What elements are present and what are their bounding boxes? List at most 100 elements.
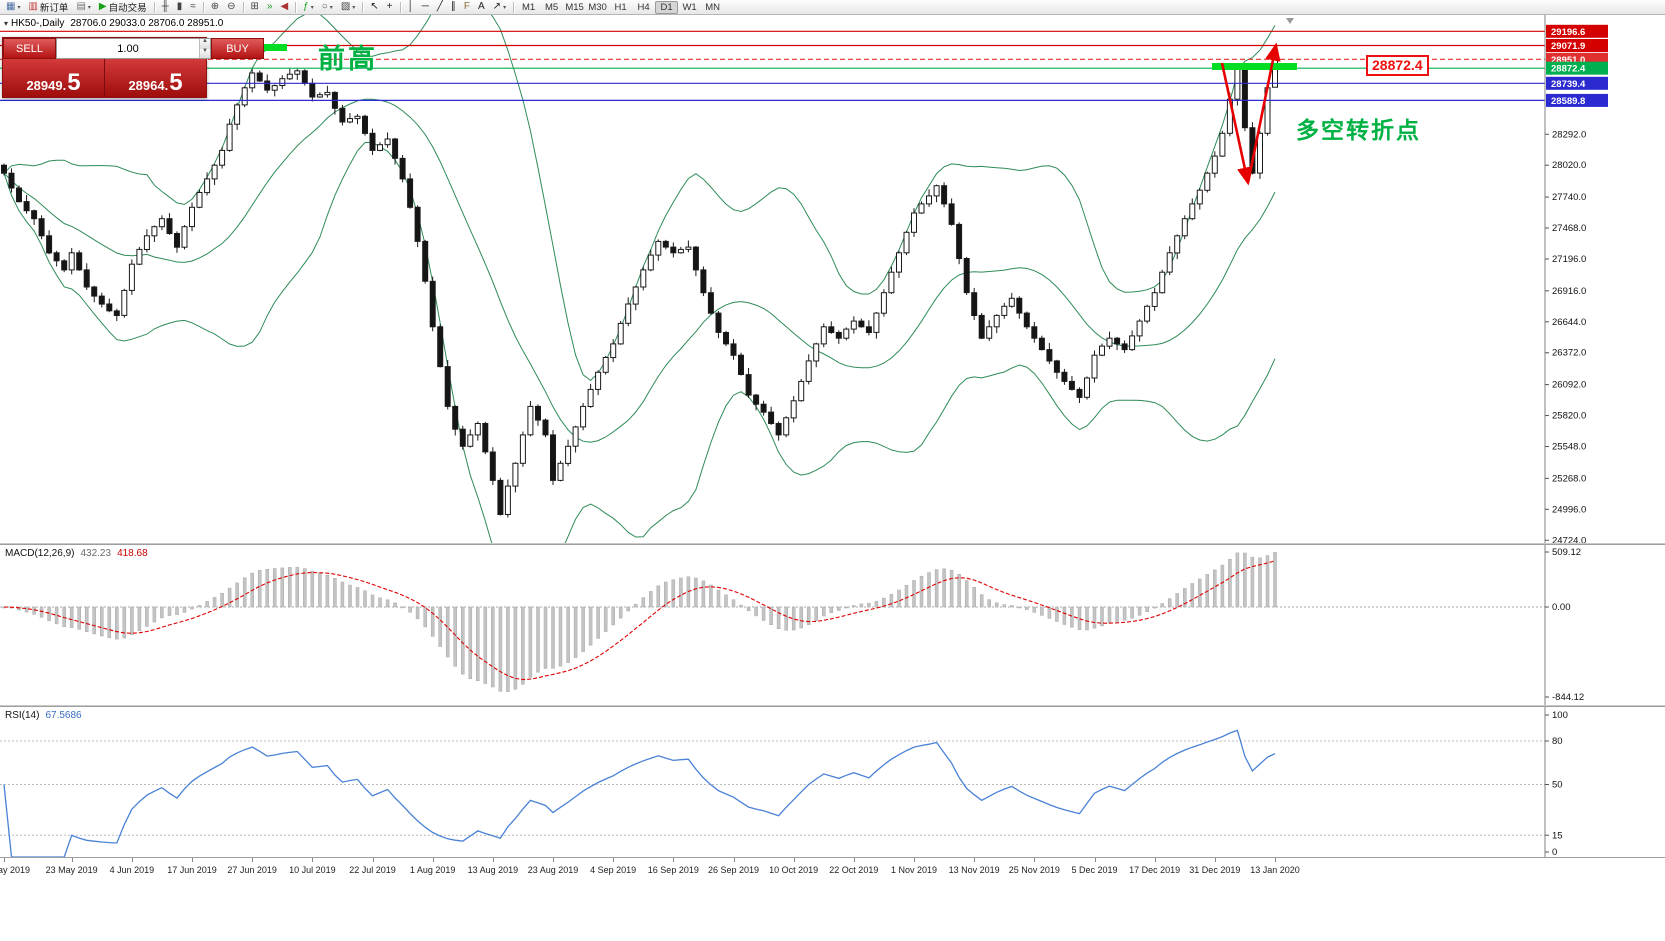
toolbar-separator (153, 1, 155, 13)
indicators-button[interactable]: ƒ ▾ (299, 1, 318, 14)
volume-up-icon[interactable]: ▲ (200, 38, 210, 49)
trendline-button-icon: ╱ (436, 1, 443, 12)
svg-text:26372.0: 26372.0 (1552, 348, 1586, 359)
bid-price[interactable]: 28949. 5 (3, 59, 105, 97)
new-chart-button[interactable]: ▦ ▾ (2, 1, 24, 14)
svg-text:24724.0: 24724.0 (1552, 535, 1586, 543)
timeframe-h1[interactable]: H1 (609, 1, 632, 14)
timeframe-m15[interactable]: M15 (563, 1, 586, 14)
panel-splitter[interactable] (0, 705, 1665, 707)
tile-windows-button[interactable]: ⊞ (247, 1, 263, 14)
toolbar-separator (513, 1, 515, 13)
timeframe-m30-label: M30 (588, 1, 607, 13)
sell-button[interactable]: SELL (3, 38, 56, 59)
macd-main-value: 432.23 (80, 548, 112, 559)
horizontal-line-button-icon: ─ (421, 1, 429, 12)
svg-text:15: 15 (1552, 830, 1563, 841)
svg-text:29196.6: 29196.6 (1551, 27, 1585, 38)
time-axis-label: 4 Sep 2019 (590, 865, 637, 875)
time-axis-tick (673, 858, 675, 862)
new-order-button-label: 新订单 (39, 3, 69, 14)
svg-text:28020.0: 28020.0 (1552, 160, 1586, 171)
trendline-button[interactable]: ╱ (433, 1, 447, 14)
horizontal-line-button[interactable]: ─ (418, 1, 433, 14)
bar-chart-button-icon: ╫ (161, 1, 169, 12)
line-chart-button[interactable]: ≈ (186, 1, 200, 14)
indicators-button-caret-icon: ▾ (310, 4, 314, 11)
chart-title: ▾ HK50-,Daily 28706.0 29033.0 28706.0 2895… (4, 18, 223, 29)
timeframe-d1[interactable]: D1 (655, 0, 679, 14)
chart-ohlc-values: 28706.0 29033.0 28706.0 28951.0 (70, 18, 224, 29)
new-order-button-icon: ▥ (28, 1, 38, 12)
time-axis-tick (4, 858, 5, 862)
cursor-button[interactable]: ↖ (366, 1, 382, 14)
periods-button-caret-icon: ▾ (329, 4, 333, 11)
volume-down-icon[interactable]: ▼ (200, 48, 210, 58)
zoom-out-button[interactable]: ⊖ (223, 1, 239, 14)
time-axis-tick (312, 858, 314, 862)
arrows-button[interactable]: ↗ ▾ (489, 1, 510, 14)
svg-text:28739.4: 28739.4 (1551, 79, 1586, 90)
timeframe-m30[interactable]: M30 (586, 1, 609, 14)
svg-text:28951.0: 28951.0 (1551, 55, 1585, 66)
templates-button-caret-icon: ▾ (352, 4, 356, 11)
time-axis-tick (372, 858, 374, 862)
ask-pip-digit: 5 (169, 69, 183, 96)
periods-button[interactable]: ○ ▾ (318, 1, 337, 14)
time-axis-tick (432, 858, 434, 862)
volume-input[interactable] (57, 39, 199, 58)
one-click-collapse-icon[interactable]: ▾ (4, 19, 9, 28)
timeframe-w1[interactable]: W1 (678, 1, 701, 14)
time-axis-tick (1154, 858, 1156, 862)
svg-text:26092.0: 26092.0 (1552, 380, 1586, 391)
candlestick-chart-button[interactable]: ▮ (173, 1, 187, 14)
buy-button[interactable]: BUY (211, 38, 264, 59)
main-chart-panel: 29196.6 29071.9 28951.0 28872.4 28739.4 28589… (0, 15, 1665, 543)
arrows-button-caret-icon: ▾ (503, 4, 507, 11)
timeframe-m1-label: M1 (521, 1, 536, 13)
crosshair-button-icon: + (386, 1, 393, 12)
vertical-line-button[interactable]: │ (404, 1, 418, 14)
candlestick-chart-button-icon: ▮ (176, 1, 183, 12)
auto-scroll-button[interactable]: » (263, 1, 277, 14)
timeframe-h4[interactable]: H4 (632, 1, 655, 14)
time-axis[interactable]: 10 May 2019 23 May 2019 4 Jun 2019 17 Jun 2… (0, 857, 1665, 941)
auto-trading-button[interactable]: ▶ 自动交易 (95, 1, 151, 15)
macd-histogram (2, 552, 1277, 692)
panel-splitter[interactable] (0, 543, 1665, 545)
timeframe-m5[interactable]: M5 (540, 1, 563, 14)
zoom-in-button[interactable]: ⊕ (207, 1, 223, 14)
new-order-button[interactable]: ▥ 新订单 (24, 1, 72, 15)
chart-shift-button[interactable]: ◀ (276, 1, 292, 14)
bar-chart-button[interactable]: ╫ (158, 1, 173, 14)
templates-button-icon: ▧ (340, 1, 351, 12)
fibonacci-button[interactable]: F (460, 1, 474, 14)
time-axis-tick (252, 858, 254, 862)
rsi-canvas[interactable]: 100 80 50 15 0 (0, 707, 1665, 857)
rsi-value: 67.5686 (45, 710, 82, 721)
price-chart-canvas[interactable]: 29196.629071.928951.028872.428739.428589… (0, 15, 1665, 543)
timeframe-m5-label: M5 (544, 1, 559, 13)
macd-panel: 509.12 0.00 -844.12 MACD(12,26,9) 432.23 418… (0, 545, 1665, 705)
bid-pip-digit: 5 (67, 69, 81, 96)
timeframe-h4-label: H4 (637, 1, 650, 13)
chart-profiles-button-caret-icon: ▾ (87, 4, 91, 11)
templates-button[interactable]: ▧ ▾ (337, 1, 359, 14)
time-axis-label: 13 Nov 2019 (948, 865, 1000, 875)
macd-canvas[interactable]: 509.12 0.00 -844.12 (0, 545, 1665, 705)
timeframe-mn[interactable]: MN (701, 1, 724, 14)
timeframe-m1[interactable]: M1 (517, 1, 540, 14)
time-axis-tick (71, 858, 73, 862)
time-axis-tick (914, 858, 915, 862)
annotation-price-box: 28872.4 (1366, 55, 1429, 76)
chart-profiles-button[interactable]: ▤ ▾ (72, 1, 94, 14)
svg-text:80: 80 (1552, 736, 1563, 747)
equidistant-channel-button[interactable]: ∥ (447, 1, 460, 14)
ask-price[interactable]: 28964. 5 (105, 59, 206, 97)
crosshair-button[interactable]: + (383, 1, 397, 14)
time-axis-tick (131, 858, 133, 862)
timeframe-m15-label: M15 (565, 1, 584, 13)
text-button[interactable]: A (474, 1, 489, 14)
time-axis-label: 16 Sep 2019 (647, 865, 699, 875)
red-arrow-down (1220, 62, 1253, 186)
